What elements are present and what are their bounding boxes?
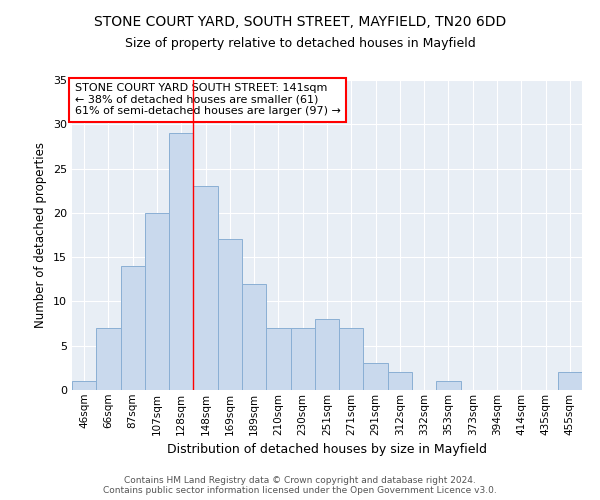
Text: Contains HM Land Registry data © Crown copyright and database right 2024.
Contai: Contains HM Land Registry data © Crown c… — [103, 476, 497, 495]
Bar — [364, 364, 388, 390]
Bar — [169, 133, 193, 390]
Bar — [436, 381, 461, 390]
Text: Size of property relative to detached houses in Mayfield: Size of property relative to detached ho… — [125, 38, 475, 51]
Bar — [145, 213, 169, 390]
Y-axis label: Number of detached properties: Number of detached properties — [34, 142, 47, 328]
Bar — [72, 381, 96, 390]
Bar — [558, 372, 582, 390]
Bar — [315, 319, 339, 390]
Bar — [266, 328, 290, 390]
Bar — [388, 372, 412, 390]
Text: STONE COURT YARD SOUTH STREET: 141sqm
← 38% of detached houses are smaller (61)
: STONE COURT YARD SOUTH STREET: 141sqm ← … — [74, 83, 340, 116]
Bar — [218, 240, 242, 390]
Bar — [193, 186, 218, 390]
Bar — [290, 328, 315, 390]
Bar — [339, 328, 364, 390]
Bar — [242, 284, 266, 390]
Text: STONE COURT YARD, SOUTH STREET, MAYFIELD, TN20 6DD: STONE COURT YARD, SOUTH STREET, MAYFIELD… — [94, 15, 506, 29]
Bar — [121, 266, 145, 390]
Bar — [96, 328, 121, 390]
X-axis label: Distribution of detached houses by size in Mayfield: Distribution of detached houses by size … — [167, 443, 487, 456]
